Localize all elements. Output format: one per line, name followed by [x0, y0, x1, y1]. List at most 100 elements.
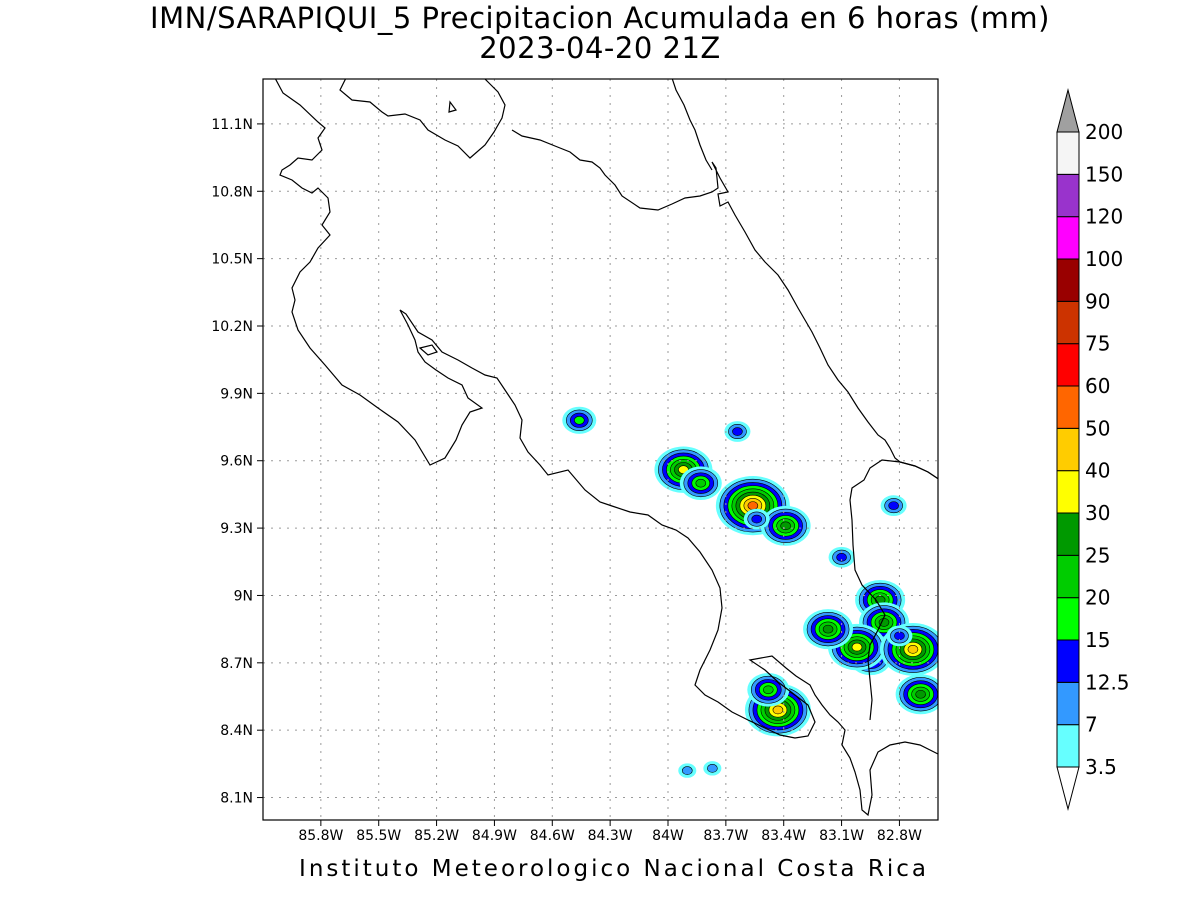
colorbar-label: 150 [1085, 162, 1123, 186]
colorbar-label: 3.5 [1085, 755, 1117, 779]
chira-island [418, 344, 438, 356]
precip-contour [780, 521, 791, 531]
colorbar-label: 25 [1085, 543, 1110, 567]
panama-border [849, 459, 938, 721]
lat-tick-label: 8.1N [220, 791, 253, 807]
precip-cell [747, 672, 790, 707]
lat-tick-label: 9.6N [220, 454, 253, 470]
lat-tick-label: 8.4N [220, 723, 253, 739]
caribbean-coastline [339, 79, 938, 480]
lake-nicaragua-island [448, 100, 458, 113]
colorbar-label: 40 [1085, 459, 1110, 483]
coastline [274, 79, 938, 817]
lat-tick-label: 9.9N [220, 386, 253, 402]
colorbar-label: 7 [1085, 713, 1098, 737]
lon-tick-label: 84W [652, 828, 684, 844]
lat-tick-label: 10.2N [211, 319, 253, 335]
colorbar-label: 20 [1085, 586, 1110, 610]
colorbar-label: 60 [1085, 374, 1110, 398]
precip-contour [851, 642, 863, 652]
colorbar-label: 12.5 [1085, 670, 1130, 694]
lat-tick-label: 8.7N [220, 656, 253, 672]
colorbar-swatch [1056, 173, 1080, 218]
colorbar-label: 30 [1085, 501, 1110, 525]
colorbar-label: 15 [1085, 628, 1110, 652]
lon-tick-label: 84.9W [472, 828, 517, 844]
colorbar-swatch [1056, 470, 1080, 514]
precip-contour [822, 624, 834, 634]
lon-tick-label: 84.3W [588, 828, 633, 844]
colorbar-label: 100 [1085, 247, 1123, 271]
colorbar-swatch [1056, 385, 1080, 429]
axis-ticks: 11.1N 10.8N 10.5N 10.2N 9.9N 9.6N 9.3N 9N 8.7N 8.… [211, 117, 922, 844]
precip-cell [828, 546, 855, 568]
colorbar-label: 90 [1085, 289, 1110, 313]
colorbar-swatch [1056, 258, 1080, 302]
colorbar-swatch [1056, 427, 1080, 472]
precip-contour [762, 685, 774, 695]
precip-contour [747, 501, 759, 510]
precip-contour [915, 689, 926, 699]
lat-tick-label: 11.1N [211, 117, 253, 133]
precip-cell [803, 609, 854, 650]
lat-tick-label: 9N [234, 588, 253, 604]
colorbar-label: 120 [1085, 205, 1123, 229]
colorbar-under-arrow [1056, 766, 1080, 811]
lon-tick-label: 85.5W [356, 828, 401, 844]
precip-contour [732, 427, 743, 436]
lon-tick-label: 83.4W [761, 828, 806, 844]
colorbar-swatch [1056, 724, 1080, 768]
precipitation-layer [562, 406, 938, 778]
precip-cell [678, 763, 697, 778]
lat-tick-label: 10.8N [211, 184, 253, 200]
colorbar-over-arrow [1056, 88, 1080, 133]
precip-contour [772, 705, 784, 715]
institution-footer: Instituto Meteorologico Nacional Costa R… [299, 856, 929, 882]
precip-cell [886, 625, 913, 647]
colorbar: 3.5 7 12.5 15 20 25 30 40 50 60 75 90 100 120 150 200 [1056, 88, 1130, 811]
precip-cell [679, 466, 722, 500]
lon-tick-label: 82.8W [877, 828, 922, 844]
lon-tick-label: 83.7W [703, 828, 748, 844]
graticule [263, 79, 938, 820]
precip-contour [695, 478, 707, 488]
lat-tick-label: 10.5N [211, 252, 253, 268]
lon-tick-label: 85.2W [414, 828, 459, 844]
lon-tick-label: 83.1W [819, 828, 864, 844]
colorbar-swatch [1056, 512, 1080, 556]
precip-contour [907, 645, 919, 654]
precip-cell [724, 421, 751, 442]
colorbar-swatch [1056, 639, 1080, 683]
precip-cell [562, 406, 597, 434]
precip-contour [681, 766, 693, 775]
colorbar-swatch [1056, 216, 1080, 260]
map-title: IMN/SARAPIQUI_5 Precipitacion Acumulada … [150, 1, 1050, 35]
precip-contour [573, 416, 585, 425]
colorbar-label: 75 [1085, 332, 1110, 356]
colorbar-swatch [1056, 131, 1080, 175]
precip-cell [715, 476, 790, 536]
lon-tick-label: 85.8W [298, 828, 343, 844]
map-frame [262, 78, 939, 821]
pacific-coastline [274, 79, 938, 817]
precip-cell [760, 505, 811, 546]
colorbar-label: 200 [1085, 120, 1123, 144]
colorbar-swatch [1056, 300, 1080, 345]
colorbar-swatch [1056, 343, 1080, 387]
lat-tick-label: 9.3N [220, 521, 253, 537]
precip-contour [888, 501, 899, 510]
colorbar-swatch [1056, 597, 1080, 641]
precip-contour [707, 764, 718, 773]
precip-cell [703, 761, 722, 776]
precip-cell [880, 495, 907, 517]
colorbar-swatch [1056, 681, 1080, 726]
lon-tick-label: 84.6W [530, 828, 575, 844]
colorbar-swatch [1056, 554, 1080, 599]
precip-cell [743, 508, 770, 530]
precip-contour [751, 514, 763, 524]
precip-contour [894, 631, 905, 641]
colorbar-label: 50 [1085, 416, 1110, 440]
map-subtitle-date: 2023-04-20 21Z [479, 31, 721, 65]
precip-contour [836, 552, 847, 562]
